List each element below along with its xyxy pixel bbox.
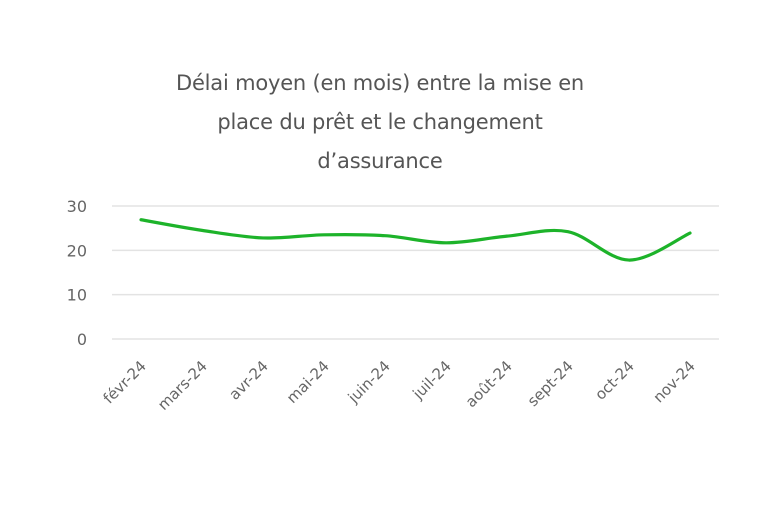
x-tick-label: juin-24 [344,357,394,407]
x-tick-label: avr-24 [225,357,272,404]
y-tick-label: 10 [67,286,87,305]
chart-title-line-2: place du prêt et le changement [217,110,543,134]
x-tick-label: juil-24 [409,357,455,403]
x-axis: févr-24 mars-24 avr-24 mai-24 juin-24 juil-24… [100,357,699,414]
x-tick-label: mai-24 [283,357,333,407]
y-tick-label: 0 [77,330,87,349]
series-line [139,218,692,262]
x-tick-label: févr-24 [100,357,150,407]
x-tick-label: août-24 [462,357,516,411]
x-tick-label: oct-24 [591,357,638,404]
y-tick-label: 30 [67,197,87,216]
chart-title-line-1: Délai moyen (en mois) entre la mise en [175,71,585,95]
gridlines [112,205,719,340]
x-tick-label: mars-24 [154,357,211,414]
x-tick-label: sept-24 [524,357,577,410]
x-tick-label: nov-24 [650,357,699,406]
chart-title: Délai moyen (en mois) entre la mise en p… [100,64,660,181]
chart-title-line-3: d’assurance [317,149,443,173]
y-tick-label: 20 [67,241,87,260]
y-axis: 0 10 20 30 [67,197,87,349]
